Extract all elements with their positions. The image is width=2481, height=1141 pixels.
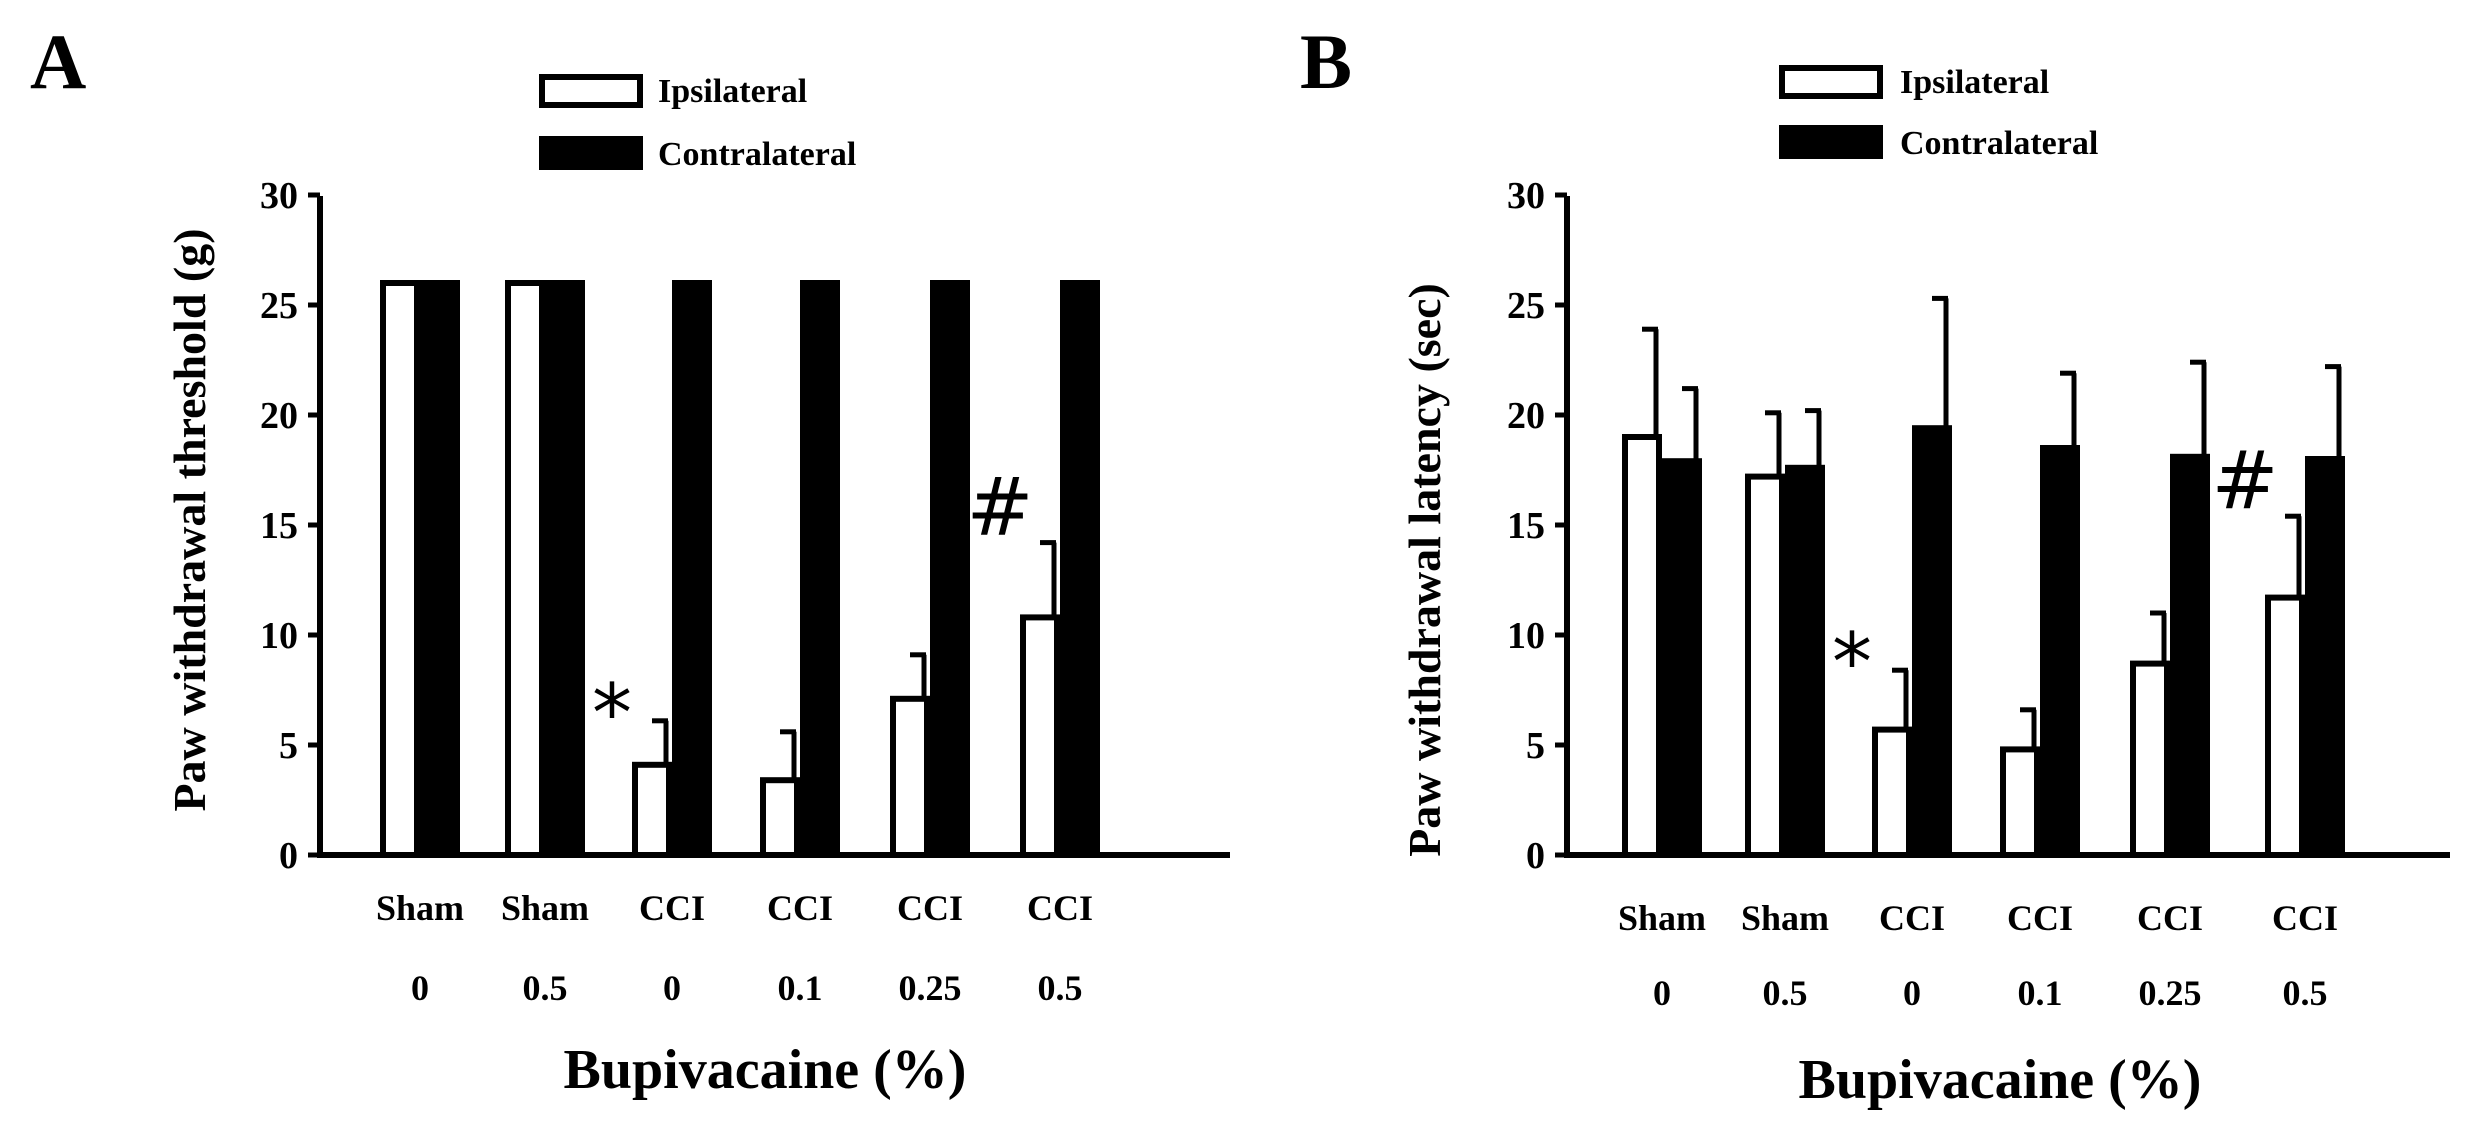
panel-letter-a: A: [30, 18, 86, 105]
x-dose-label: 0: [411, 968, 429, 1008]
x-group-label: Sham: [376, 888, 464, 928]
x-dose-label: 0: [1653, 973, 1671, 1013]
legend-label-ipsilateral: Ipsilateral: [1900, 64, 2049, 101]
bar-ipsilateral-3: [2000, 746, 2040, 859]
bar-contralateral-5: [2305, 456, 2345, 858]
y-tick-label: 5: [1526, 725, 1545, 767]
x-dose-label: 0.25: [2139, 973, 2202, 1013]
x-dose-label: 0.1: [2018, 973, 2063, 1013]
bar-contralateral-0: [420, 280, 460, 858]
x-group-label: CCI: [1027, 888, 1093, 928]
y-ticks-a: 0 5 10 15 20 25 30: [260, 175, 320, 877]
bar-ipsilateral-4: [2130, 660, 2170, 858]
legend-swatch-ipsilateral: [539, 74, 643, 108]
x-dose-label: 0.5: [2283, 973, 2328, 1013]
y-tick-label: 15: [260, 505, 298, 547]
y-tick-label: 0: [1526, 835, 1545, 877]
x-dose-label: 0.1: [778, 968, 823, 1008]
legend-b: Ipsilateral Contralateral: [1779, 64, 2098, 162]
bar-ipsilateral-0: [1622, 434, 1662, 858]
x-group-label: Sham: [501, 888, 589, 928]
legend-a: Ipsilateral Contralateral: [539, 73, 856, 173]
y-axis-title-b: Paw withdrawal latency (sec): [1399, 283, 1450, 857]
y-axis-title-a: Paw withdrawal threshold (g): [164, 228, 215, 811]
x-dose-label: 0: [1903, 973, 1921, 1013]
y-tick-label: 30: [260, 175, 298, 217]
legend-swatch-contralateral: [539, 136, 643, 170]
legend-label-ipsilateral: Ipsilateral: [658, 73, 807, 110]
x-dose-label: 0.5: [523, 968, 568, 1008]
bar-contralateral-4: [930, 280, 970, 858]
significance-asterisk: *: [592, 667, 632, 760]
significance-asterisk: *: [1832, 616, 1872, 709]
bar-contralateral-1: [545, 280, 585, 858]
bar-contralateral-3: [800, 280, 840, 858]
legend-label-contralateral: Contralateral: [658, 136, 856, 173]
legend-swatch-contralateral: [1779, 125, 1883, 159]
bar-contralateral-2: [672, 280, 712, 858]
bar-ipsilateral-1: [1745, 473, 1785, 858]
panel-a: A Ipsilateral Contralateral Paw withdraw…: [30, 18, 1230, 1101]
legend-label-contralateral: Contralateral: [1900, 125, 2098, 162]
bar-ipsilateral-1: [505, 280, 545, 858]
bar-contralateral-5: [1060, 280, 1100, 858]
bar-ipsilateral-4: [890, 695, 930, 858]
bar-ipsilateral-0: [380, 280, 420, 858]
bar-ipsilateral-5: [2265, 594, 2305, 858]
panel-b: B Ipsilateral Contralateral Paw withdraw…: [1300, 18, 2450, 1111]
y-tick-label: 0: [279, 835, 298, 877]
x-group-label: CCI: [897, 888, 963, 928]
y-tick-label: 30: [1507, 175, 1545, 217]
bar-ipsilateral-2: [632, 761, 672, 858]
x-group-label: CCI: [2007, 898, 2073, 938]
x-category-labels-a: Sham Sham CCI CCI CCI CCI 0 0.5 0 0.1 0.…: [376, 888, 1093, 1008]
y-tick-label: 20: [1507, 395, 1545, 437]
x-group-label: CCI: [2137, 898, 2203, 938]
x-group-label: CCI: [2272, 898, 2338, 938]
y-tick-label: 20: [260, 395, 298, 437]
bar-ipsilateral-3: [760, 777, 800, 859]
bars-b: *#: [1622, 295, 2345, 859]
bar-ipsilateral-5: [1020, 614, 1060, 859]
y-tick-label: 10: [1507, 615, 1545, 657]
x-axis-title-a: Bupivacaine (%): [564, 1039, 967, 1101]
y-tick-label: 25: [1507, 285, 1545, 327]
x-axis-title-b: Bupivacaine (%): [1799, 1049, 2202, 1111]
bar-contralateral-4: [2170, 453, 2210, 858]
y-tick-label: 5: [279, 725, 298, 767]
x-dose-label: 0.25: [899, 968, 962, 1008]
panel-letter-b: B: [1300, 18, 1352, 105]
x-dose-label: 0: [663, 968, 681, 1008]
y-tick-label: 15: [1507, 505, 1545, 547]
y-tick-label: 25: [260, 285, 298, 327]
significance-hash: #: [2211, 434, 2278, 527]
bar-contralateral-3: [2040, 445, 2080, 858]
legend-swatch-ipsilateral: [1779, 65, 1883, 99]
bar-ipsilateral-2: [1872, 726, 1912, 858]
x-group-label: CCI: [1879, 898, 1945, 938]
bars-a: *#: [380, 280, 1100, 859]
x-dose-label: 0.5: [1763, 973, 1808, 1013]
bar-contralateral-2: [1912, 425, 1952, 858]
y-ticks-b: 0 5 10 15 20 25 30: [1507, 175, 1567, 877]
x-dose-label: 0.5: [1038, 968, 1083, 1008]
significance-hash: #: [966, 461, 1033, 554]
x-group-label: Sham: [1618, 898, 1706, 938]
x-group-label: CCI: [639, 888, 705, 928]
x-group-label: Sham: [1741, 898, 1829, 938]
bar-contralateral-0: [1662, 458, 1702, 858]
y-tick-label: 10: [260, 615, 298, 657]
bar-contralateral-1: [1785, 464, 1825, 858]
x-group-label: CCI: [767, 888, 833, 928]
x-category-labels-b: Sham Sham CCI CCI CCI CCI 0 0.5 0 0.1 0.…: [1618, 898, 2338, 1013]
